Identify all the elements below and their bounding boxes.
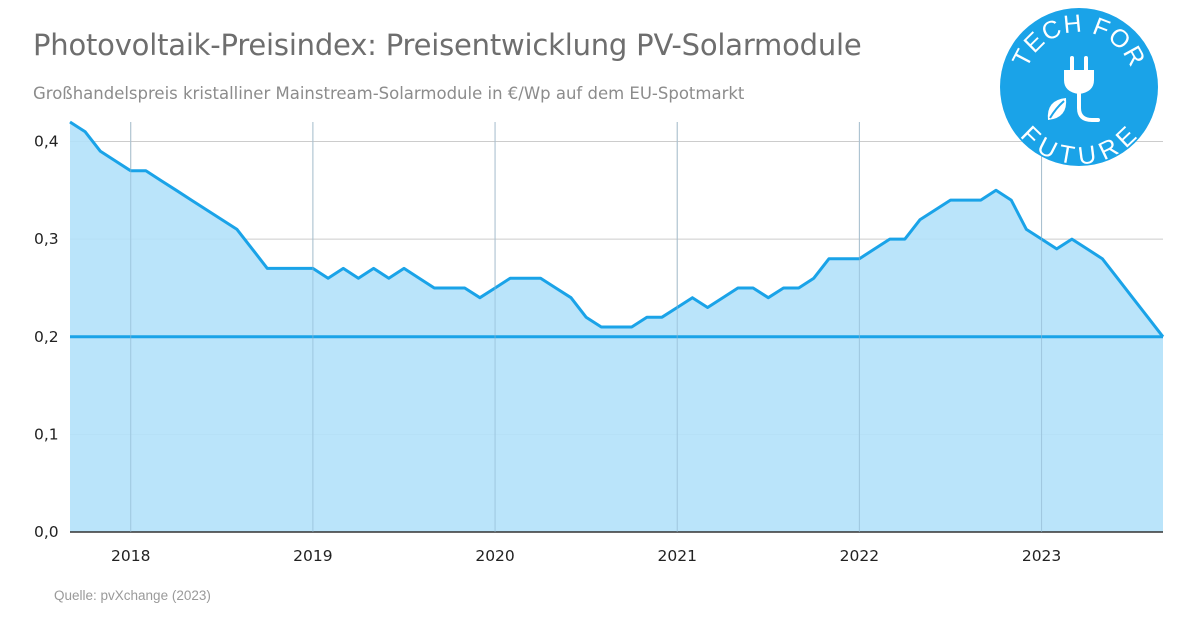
x-tick-label: 2023 xyxy=(1022,547,1061,565)
tech-for-future-logo: TECH FOR FUTURE xyxy=(1000,8,1158,166)
source-note: Quelle: pvXchange (2023) xyxy=(54,588,211,603)
x-tick-label: 2022 xyxy=(840,547,879,565)
x-axis-ticks: 2018 2019 2020 2021 2022 2023 xyxy=(111,547,1061,565)
x-tick-label: 2020 xyxy=(475,547,514,565)
y-tick-label: 0,0 xyxy=(34,523,59,541)
chart-title: Photovoltaik-Preisindex: Preisentwicklun… xyxy=(33,28,862,62)
y-axis-ticks: 0,0 0,1 0,2 0,3 0,4 xyxy=(34,133,59,541)
chart-subtitle: Großhandelspreis kristalliner Mainstream… xyxy=(33,84,745,103)
y-tick-label: 0,1 xyxy=(34,425,59,443)
x-tick-label: 2019 xyxy=(293,547,332,565)
x-tick-label: 2018 xyxy=(111,547,150,565)
y-tick-label: 0,4 xyxy=(34,133,59,151)
plug-icon xyxy=(1064,56,1100,122)
y-tick-label: 0,2 xyxy=(34,328,59,346)
leaf-icon xyxy=(1047,98,1067,120)
price-line xyxy=(69,120,1165,338)
y-tick-label: 0,3 xyxy=(34,230,59,248)
x-tick-label: 2021 xyxy=(657,547,696,565)
